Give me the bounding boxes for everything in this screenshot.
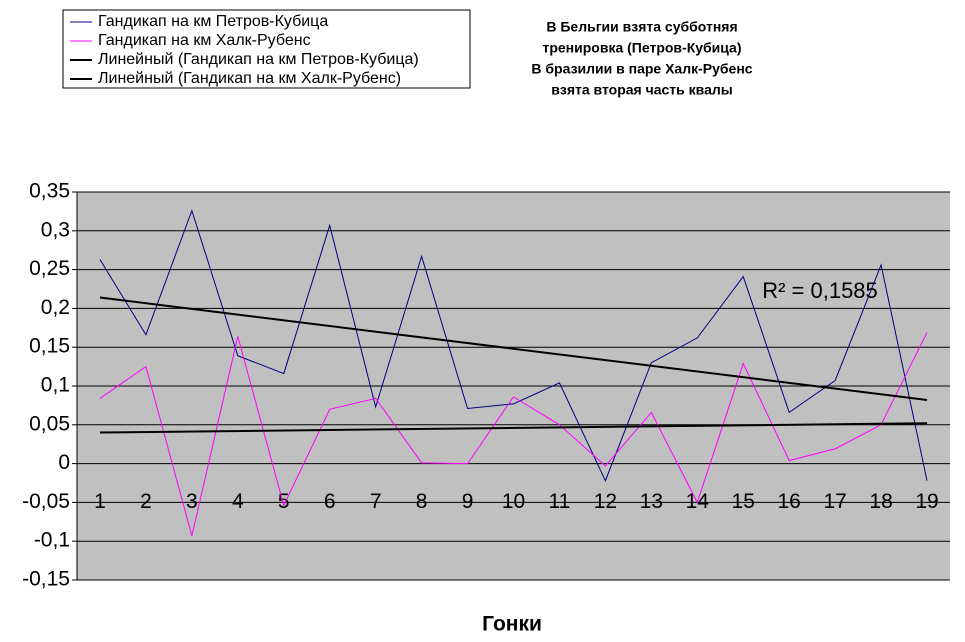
x-tick-label: 1 — [94, 490, 106, 513]
x-tick-label: 13 — [640, 490, 663, 513]
x-tick-label: 4 — [232, 490, 244, 513]
trendline — [99, 296, 928, 401]
trendline — [99, 422, 928, 434]
y-tick-label: 0,3 — [41, 218, 70, 241]
note: В бразилии в паре Халк-Рубенс — [531, 61, 752, 77]
series-line — [99, 209, 928, 482]
x-tick-label: 15 — [732, 490, 755, 513]
legend-label: Гандикап на км Петров-Кубица — [98, 13, 328, 30]
y-tick-label: 0,2 — [41, 296, 70, 319]
x-tick-label: 11 — [549, 490, 571, 513]
x-tick-label: 3 — [186, 490, 198, 513]
x-axis-label: Гонки — [482, 613, 542, 636]
legend-box — [62, 9, 471, 89]
y-tick-label: -0,1 — [34, 529, 70, 552]
x-tick-label: 6 — [324, 490, 336, 513]
note: тренировка (Петров-Кубица) — [542, 40, 741, 56]
series-line — [99, 332, 928, 536]
note: взята вторая часть квалы — [551, 82, 732, 98]
x-tick-label: 19 — [915, 490, 938, 513]
x-tick-label: 8 — [416, 490, 428, 513]
annotation: R² = 0,1585 — [762, 278, 878, 303]
y-tick-label: 0,05 — [29, 412, 70, 435]
x-tick-label: 12 — [594, 490, 617, 513]
legend-label: Линейный (Гандикап на км Петров-Кубица) — [98, 51, 419, 68]
x-tick-label: 18 — [869, 490, 892, 513]
x-tick-label: 9 — [462, 490, 474, 513]
y-tick-label: 0,15 — [29, 335, 70, 358]
legend-label: Гандикап на км Халк-Рубенс — [98, 32, 311, 49]
x-tick-label: 16 — [778, 490, 801, 513]
y-tick-label: 0,35 — [29, 180, 70, 203]
y-tick-label: 0,1 — [41, 374, 70, 397]
note: В Бельгии взята субботняя — [546, 19, 737, 35]
legend-label: Линейный (Гандикап на км Халк-Рубенс) — [98, 70, 401, 87]
y-tick-label: -0,05 — [22, 490, 70, 513]
y-tick-label: 0,25 — [29, 257, 70, 280]
x-tick-label: 17 — [823, 490, 846, 513]
y-tick-label: 0 — [58, 451, 70, 474]
x-tick-label: 10 — [502, 490, 525, 513]
x-tick-label: 7 — [370, 490, 382, 513]
x-tick-label: 2 — [140, 490, 152, 513]
y-tick-label: -0,15 — [22, 568, 70, 591]
x-tick-label: 5 — [278, 490, 290, 513]
